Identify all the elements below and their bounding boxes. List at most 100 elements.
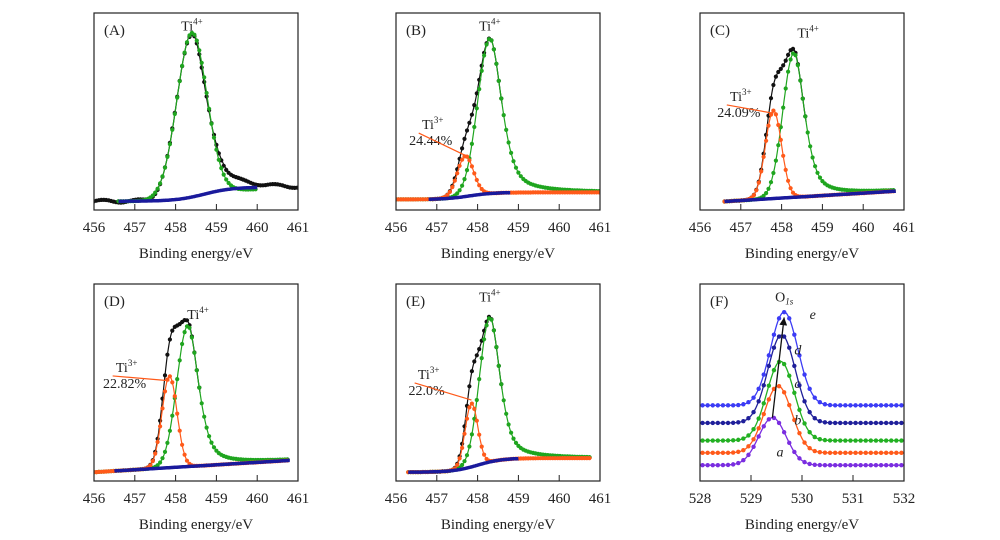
- shift-arrow: [771, 317, 788, 418]
- data-point: [496, 78, 501, 83]
- annotation-text: Ti: [422, 118, 434, 133]
- data-point-a: [802, 459, 807, 465]
- data-point-e: [812, 395, 817, 400]
- data-point: [199, 60, 204, 65]
- data-point-b: [792, 417, 797, 423]
- data-point: [162, 165, 168, 170]
- x-tick-label: 531: [842, 491, 865, 507]
- x-tick-label: 530: [791, 491, 814, 507]
- data-point: [472, 103, 477, 108]
- data-point-e: [802, 372, 807, 377]
- data-point-b: [705, 450, 710, 456]
- data-point: [482, 337, 487, 342]
- series-line-background: [428, 190, 511, 201]
- data-point: [516, 170, 521, 175]
- annotation-text: Ti: [479, 291, 491, 306]
- data-point-a: [812, 462, 817, 467]
- data-point-c: [797, 407, 802, 413]
- data-point: [455, 171, 460, 176]
- data-point-a: [766, 417, 772, 422]
- data-point: [499, 382, 504, 387]
- data-point-a: [832, 462, 838, 468]
- data-point: [790, 46, 796, 52]
- data-point: [170, 328, 175, 333]
- data-point: [469, 432, 474, 437]
- panel-F: a b c d e 528 529 530 531 532 Binding energy/eV (F)…: [689, 283, 916, 533]
- data-point: [162, 449, 168, 454]
- data-point-e: [807, 386, 812, 392]
- panel-D: 456 457 458 459 460 461 Binding energy/eV (D) Ti…: [83, 283, 309, 533]
- data-point: [150, 193, 155, 198]
- data-point-e: [700, 403, 705, 408]
- data-point: [781, 153, 786, 158]
- data-point: [177, 79, 182, 84]
- data-point: [189, 335, 194, 340]
- data-point-b: [756, 426, 761, 431]
- leader-line: [414, 382, 472, 401]
- data-point-c: [863, 438, 868, 443]
- data-point: [477, 347, 482, 352]
- data-point-d: [715, 420, 721, 426]
- data-point-e: [878, 403, 884, 408]
- panel-B: 456 457 458 459 460 461 Binding energy/eV (B) Ti…: [385, 12, 611, 262]
- x-tick-label: 532: [893, 491, 916, 507]
- data-point: [786, 178, 791, 183]
- ti3-label: Ti3+: [418, 365, 440, 383]
- data-point: [781, 105, 786, 110]
- data-point-a: [741, 457, 746, 463]
- data-point-d: [736, 420, 741, 425]
- data-point-d: [710, 420, 715, 426]
- data-point: [197, 385, 202, 390]
- series-line-background: [114, 458, 290, 473]
- data-point-b: [766, 397, 772, 402]
- data-point: [469, 141, 474, 146]
- data-point-e: [889, 403, 894, 408]
- data-point-c: [848, 438, 853, 443]
- data-point: [491, 328, 496, 333]
- panel-C: 456 457 458 459 460 461 Binding energy/eV (C) Ti…: [689, 12, 915, 262]
- data-point: [445, 192, 450, 198]
- data-point: [184, 458, 190, 463]
- data-point: [170, 127, 175, 132]
- data-point-c: [883, 438, 889, 443]
- data-point: [216, 157, 221, 162]
- data-point-d: [878, 420, 884, 426]
- ti3-label: Ti3+: [116, 358, 138, 376]
- data-point-b: [787, 402, 792, 408]
- data-point: [462, 177, 467, 182]
- data-point: [756, 180, 761, 185]
- x-tick-label: 457: [426, 491, 449, 507]
- data-point-c: [838, 438, 843, 443]
- data-point-c: [843, 438, 848, 443]
- x-tick-label: 456: [385, 491, 408, 507]
- data-point-d: [858, 420, 863, 426]
- data-point: [464, 154, 470, 159]
- ti4-label: Ti4+: [479, 288, 501, 306]
- data-point: [184, 40, 190, 45]
- plot-area: [722, 46, 897, 204]
- data-point: [175, 95, 180, 100]
- data-point-b: [725, 450, 731, 455]
- data-point-a: [883, 462, 889, 468]
- data-point-b: [807, 445, 812, 451]
- data-point-e: [792, 332, 797, 337]
- data-point: [170, 380, 175, 385]
- data-point: [211, 135, 217, 140]
- series-line-raw: [94, 32, 298, 202]
- data-point: [496, 363, 501, 368]
- data-point: [211, 445, 217, 450]
- data-point: [783, 58, 788, 63]
- series-line-raw: [130, 319, 201, 471]
- data-point-a: [822, 462, 828, 468]
- data-point-c: [894, 438, 899, 443]
- data-point: [786, 52, 791, 58]
- data-point: [479, 356, 484, 361]
- data-point: [489, 317, 494, 322]
- data-point-a: [781, 430, 787, 435]
- data-point-e: [715, 403, 721, 408]
- data-point: [177, 428, 182, 433]
- data-point: [160, 174, 165, 179]
- x-axis-label: Binding energy/eV: [441, 517, 555, 533]
- data-point-e: [868, 403, 874, 408]
- data-point-d: [853, 420, 858, 426]
